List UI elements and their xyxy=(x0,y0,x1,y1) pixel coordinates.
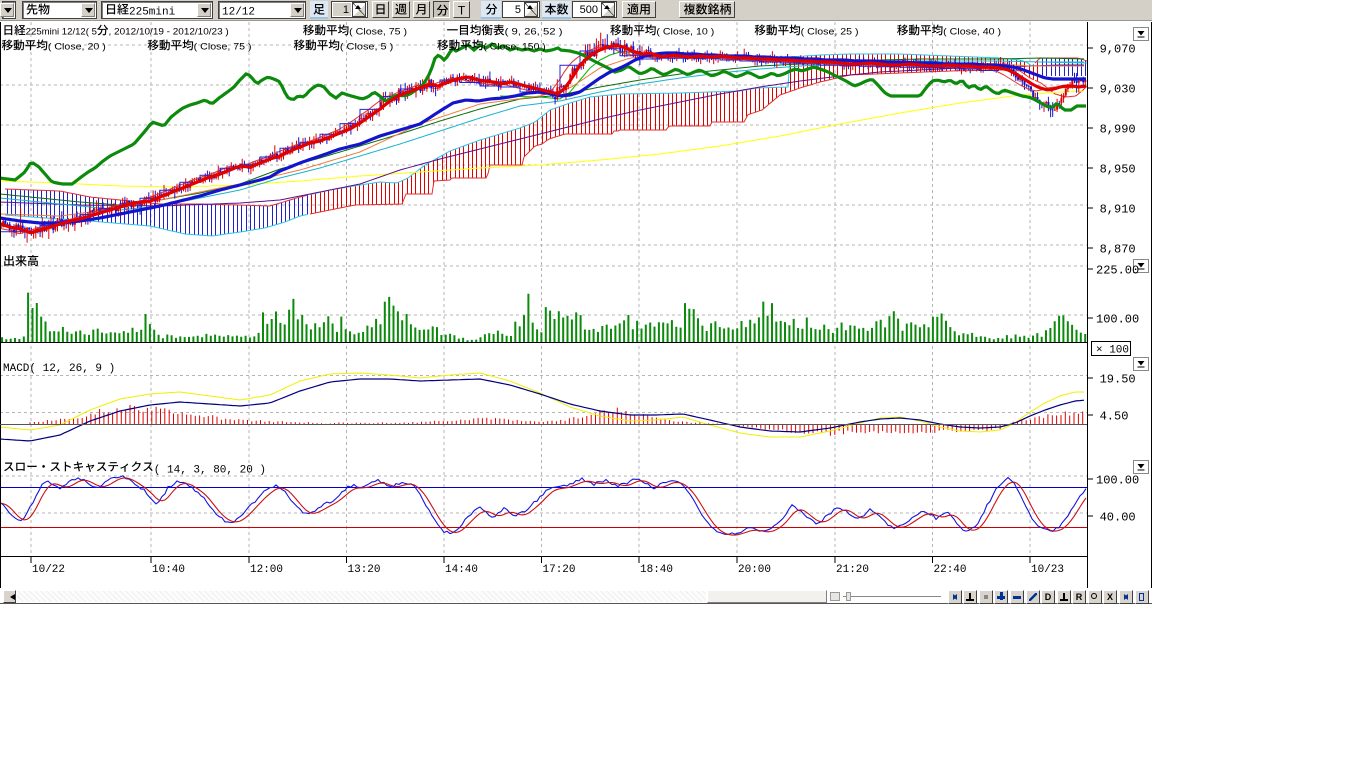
svg-text:8,870: 8,870 xyxy=(1100,243,1136,257)
svg-text:22:40: 22:40 xyxy=(934,564,967,576)
svg-text:MACD( 12, 26, 9 ): MACD( 12, 26, 9 ) xyxy=(3,363,115,375)
svg-text:17:20: 17:20 xyxy=(543,564,576,576)
svg-text:( Close, 40 ): ( Close, 40 ) xyxy=(943,26,1001,36)
svg-text:( 14, 3, 80, 20 ): ( 14, 3, 80, 20 ) xyxy=(154,465,266,477)
svg-text:( Close, 25 ): ( Close, 25 ) xyxy=(801,26,859,36)
svg-text:4.50: 4.50 xyxy=(1100,410,1129,424)
svg-text:10/23: 10/23 xyxy=(1031,564,1064,576)
svg-text:9,070: 9,070 xyxy=(1100,43,1136,57)
svg-text:T: T xyxy=(458,4,466,18)
svg-text:( Close, 150 ): ( Close, 150 ) xyxy=(483,41,545,51)
svg-text:( Close, 75 ): ( Close, 75 ) xyxy=(194,41,252,51)
svg-text:9,030: 9,030 xyxy=(1100,83,1136,97)
svg-text:13:20: 13:20 xyxy=(348,564,381,576)
svg-text:( Close, 75 ): ( Close, 75 ) xyxy=(349,26,407,36)
svg-text:( Close, 5 ): ( Close, 5 ) xyxy=(340,41,393,51)
svg-text:40.00: 40.00 xyxy=(1100,511,1136,525)
svg-text:8,990: 8,990 xyxy=(1100,123,1136,137)
svg-text:10/22: 10/22 xyxy=(32,564,65,576)
svg-text:225mini 12/12( 5: 225mini 12/12( 5 xyxy=(26,26,97,36)
svg-text:20:00: 20:00 xyxy=(738,564,771,576)
svg-text:14:40: 14:40 xyxy=(445,564,478,576)
svg-text:× 100: × 100 xyxy=(1096,345,1129,357)
svg-text:, 2012/10/19 - 2012/10/23 ): , 2012/10/19 - 2012/10/23 ) xyxy=(109,26,229,36)
svg-text:21:20: 21:20 xyxy=(836,564,869,576)
svg-text:12/12: 12/12 xyxy=(222,7,255,19)
svg-text:100.00: 100.00 xyxy=(1096,313,1139,327)
svg-text:18:40: 18:40 xyxy=(640,564,673,576)
svg-text:8,910: 8,910 xyxy=(1100,203,1136,217)
svg-text:10:40: 10:40 xyxy=(152,564,185,576)
svg-text:( Close, 20 ): ( Close, 20 ) xyxy=(48,41,106,51)
svg-text:225.00: 225.00 xyxy=(1096,264,1139,278)
svg-text:( 9, 26, 52 ): ( 9, 26, 52 ) xyxy=(505,26,563,36)
svg-text:( Close, 10 ): ( Close, 10 ) xyxy=(656,26,714,36)
svg-text:8,950: 8,950 xyxy=(1100,163,1136,177)
svg-text:19.50: 19.50 xyxy=(1100,373,1136,387)
svg-text:100.00: 100.00 xyxy=(1096,474,1139,488)
svg-text:225mini: 225mini xyxy=(129,7,176,19)
svg-text:12:00: 12:00 xyxy=(250,564,283,576)
